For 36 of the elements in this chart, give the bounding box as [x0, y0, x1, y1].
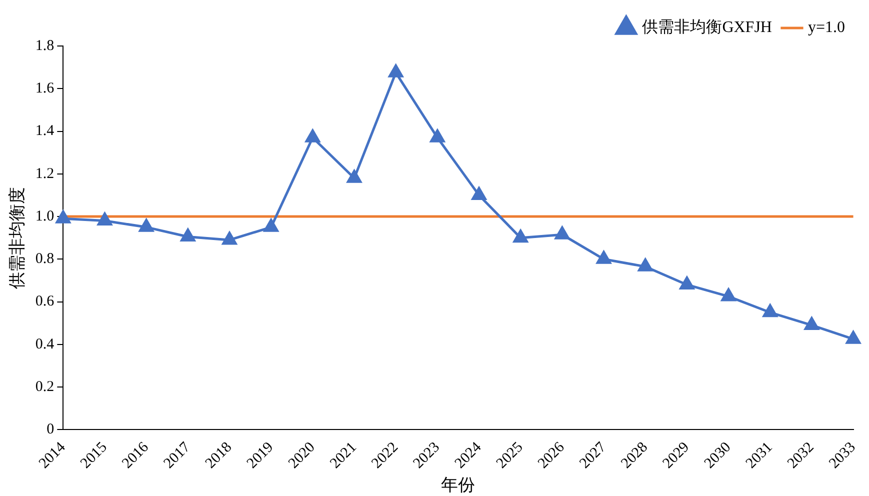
point	[305, 129, 320, 142]
y-tick-label: 1.6	[35, 80, 55, 97]
point	[472, 186, 486, 200]
point	[139, 218, 154, 232]
point	[596, 250, 612, 264]
point	[762, 304, 778, 318]
point	[180, 228, 196, 242]
point	[97, 212, 112, 226]
point	[638, 258, 653, 272]
point	[554, 226, 570, 240]
point	[56, 210, 70, 224]
point	[846, 330, 861, 344]
y-tick-label: 1.0	[35, 208, 54, 224]
legend-label: 供需非均衡GXFJH	[642, 18, 772, 36]
y-tick-label: 1.4	[35, 123, 55, 140]
point	[513, 230, 528, 243]
point	[804, 316, 819, 330]
point	[346, 170, 362, 183]
point	[430, 129, 445, 142]
x-axis-title: 年份	[441, 475, 476, 494]
y-tick-label: 1.8	[35, 38, 54, 54]
point	[264, 218, 278, 232]
point	[388, 64, 404, 78]
y-tick-label: 0.8	[35, 251, 54, 268]
x-tick-label: 2021	[327, 439, 360, 472]
x-tick-label: 2031	[743, 439, 776, 472]
y-tick-label: 1.2	[35, 166, 54, 182]
y-tick-label: 0.4	[35, 336, 55, 352]
point	[680, 276, 694, 290]
y-tick-label: 0.6	[35, 294, 55, 310]
point	[721, 288, 736, 302]
y-tick-label: 0	[46, 422, 54, 438]
legend-label: y=1.0	[808, 19, 846, 36]
y-axis-title: 供需非均衡度	[8, 186, 27, 289]
point	[222, 232, 237, 245]
y-tick-label: 0.2	[35, 378, 54, 395]
